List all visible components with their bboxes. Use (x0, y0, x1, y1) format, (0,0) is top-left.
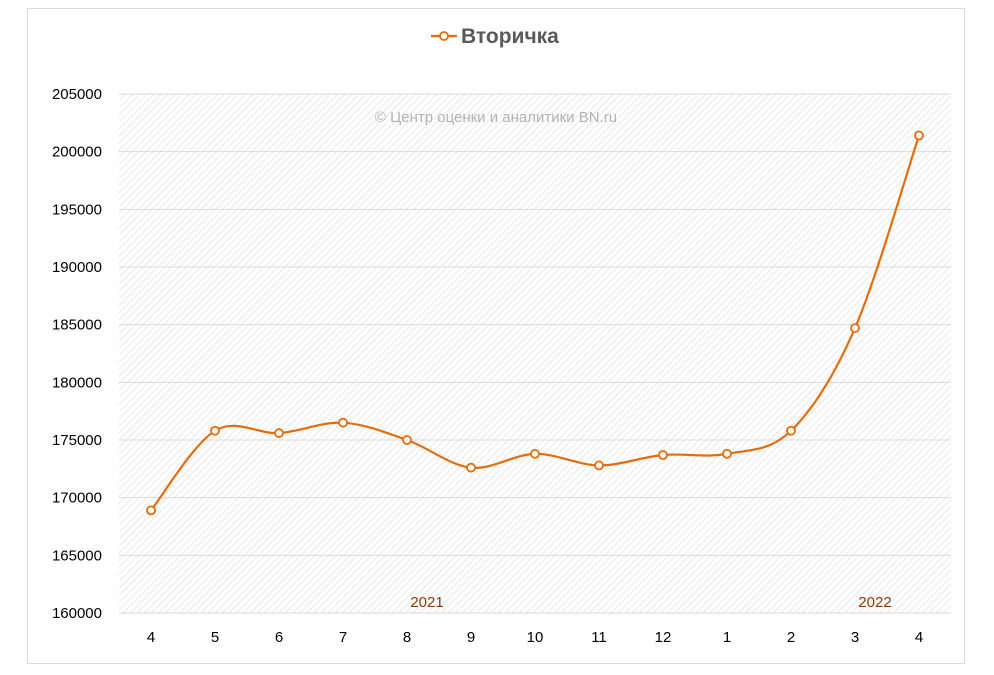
y-tick-label: 190000 (52, 259, 102, 276)
legend-marker (439, 31, 449, 41)
year-label: 2022 (858, 594, 891, 611)
plot-area (119, 94, 951, 613)
data-point (530, 448, 540, 459)
x-tick-label: 6 (275, 629, 283, 646)
x-tick-label: 10 (527, 629, 544, 646)
x-tick-label: 1 (723, 629, 731, 646)
year-labels: 2021 2022 (410, 594, 891, 611)
data-point (914, 130, 924, 141)
x-tick-label: 11 (591, 629, 607, 646)
data-point (274, 428, 284, 438)
x-tick-label: 5 (211, 629, 219, 646)
data-point (722, 448, 732, 459)
x-tick-label: 7 (339, 629, 347, 646)
y-tick-label: 175000 (52, 432, 102, 449)
x-tick-label: 4 (147, 629, 155, 646)
watermark: © Центр оценки и аналитики BN.ru (375, 109, 617, 126)
y-tick-label: 195000 (52, 201, 102, 218)
y-tick-label: 205000 (52, 86, 102, 103)
y-tick-label: 165000 (52, 547, 102, 564)
data-point (850, 323, 860, 334)
y-axis: 205000 200000 195000 190000 185000 180000 1750… (52, 86, 102, 622)
x-tick-label: 2 (787, 629, 795, 646)
x-tick-label: 4 (915, 629, 923, 646)
data-point (658, 450, 668, 460)
y-tick-label: 170000 (52, 490, 102, 507)
data-point (210, 425, 220, 436)
chart-title: Вторичка (461, 25, 559, 48)
x-tick-label: 8 (403, 629, 411, 646)
y-tick-label: 160000 (52, 605, 102, 622)
y-tick-label: 200000 (52, 144, 102, 161)
data-point (466, 462, 476, 473)
series-layer (146, 130, 924, 516)
y-tick-label: 185000 (52, 317, 102, 334)
year-label: 2021 (410, 594, 443, 611)
data-point (338, 417, 348, 428)
data-point (594, 460, 604, 471)
data-point (786, 425, 796, 436)
y-tick-label: 180000 (52, 374, 102, 391)
gridlines (119, 93, 951, 614)
legend: Вторичка (431, 25, 559, 48)
x-tick-label: 9 (467, 629, 475, 646)
x-tick-label: 12 (655, 629, 672, 646)
data-point (402, 435, 412, 445)
data-point (146, 505, 156, 516)
x-axis: 4 5 6 7 8 9 10 11 12 1 2 3 4 (147, 629, 923, 646)
x-tick-label: 3 (851, 629, 859, 646)
